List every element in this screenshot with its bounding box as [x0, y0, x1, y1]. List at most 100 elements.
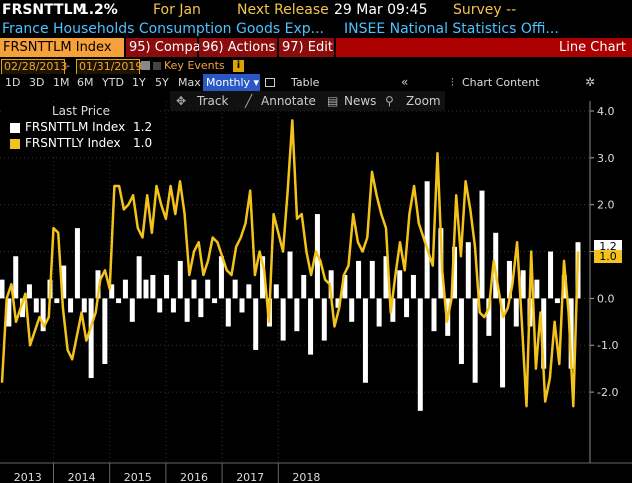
security-description: France Households Consumption Goods Exp.…: [2, 21, 324, 37]
bar: [54, 298, 60, 304]
bar: [308, 298, 314, 355]
range-1d[interactable]: 1D: [5, 76, 21, 89]
bar: [68, 298, 74, 313]
chart-content-button[interactable]: Chart Content: [462, 76, 540, 89]
bar: [81, 298, 87, 313]
range-1m[interactable]: 1M: [53, 76, 70, 89]
bar: [287, 251, 293, 299]
range-5y[interactable]: 5Y: [155, 76, 169, 89]
bar: [225, 298, 231, 327]
bar: [431, 298, 437, 332]
chart-canvas[interactable]: 4.0 3.0 2.0 1.0 0.0 -1.0 -2.0 2013 2014 2015 2016…: [0, 91, 632, 483]
bar: [74, 228, 80, 299]
x-tick-label: 2015: [124, 471, 152, 483]
next-release-label: Next Release: [237, 2, 329, 18]
actions-button[interactable]: 96) Actions ▾: [199, 38, 286, 57]
calendar-icon[interactable]: [141, 61, 150, 70]
collapse-left-icon[interactable]: «: [401, 75, 409, 89]
bar: [0, 279, 5, 299]
bar: [239, 298, 245, 313]
line-series: [0, 119, 580, 408]
bar: [369, 260, 375, 299]
survey: Survey --: [453, 2, 517, 18]
settings-icon[interactable]: ✲: [585, 75, 596, 89]
bar: [191, 279, 197, 299]
last-value-tag-line: 1.0: [594, 250, 622, 263]
edit-button[interactable]: 97) Edit ▾: [279, 38, 344, 57]
bar: [33, 298, 39, 313]
command-bar: FRSNTTLM Index 95) Compare 96) Actions ▾…: [0, 38, 632, 57]
bar: [232, 279, 238, 299]
bar: [177, 260, 183, 299]
bar: [301, 274, 307, 299]
description-row: France Households Consumption Goods Exp.…: [0, 20, 632, 38]
bar: [321, 298, 327, 341]
bar: [26, 284, 32, 299]
bar: [109, 284, 115, 299]
bar: [102, 298, 108, 364]
chart-toolbar: ✥ Track ╱ Annotate ▤ News ⚲ Zoom: [170, 91, 445, 111]
bar: [513, 298, 519, 327]
key-events-checkbox[interactable]: [153, 62, 161, 70]
bar: [61, 265, 67, 299]
date-separator: -: [66, 59, 70, 72]
y-tick-label: 4.0: [597, 105, 615, 118]
range-bar: 1D 3D 1M 6M YTD 1Y 5Y Max Monthly ▾ Tabl…: [0, 74, 632, 91]
bar: [20, 298, 26, 318]
frequency-dropdown[interactable]: Monthly ▾: [203, 74, 260, 91]
zoom-icon[interactable]: ⚲: [385, 94, 394, 108]
legend-value-bars: 1.2: [133, 120, 153, 134]
bar: [472, 298, 478, 383]
bar: [458, 298, 464, 364]
compare-label: 95) Compare: [129, 40, 214, 55]
bar: [383, 256, 389, 299]
news-button[interactable]: News: [344, 94, 377, 108]
data-source: INSEE National Statistics Offi...: [344, 21, 559, 37]
bar: [500, 298, 506, 388]
bar: [568, 298, 574, 369]
legend-swatch-bars: [10, 123, 20, 133]
view-type-button[interactable]: Line Chart: [336, 38, 632, 57]
bar: [548, 251, 554, 299]
track-button[interactable]: Track: [197, 94, 229, 108]
range-3d[interactable]: 3D: [29, 76, 45, 89]
start-date-field[interactable]: 02/28/2013: [1, 59, 67, 75]
bar: [404, 298, 410, 318]
bar: [410, 274, 416, 299]
bar: [170, 298, 176, 313]
annotate-icon[interactable]: ╱: [245, 94, 253, 108]
legend-swatch-line: [10, 139, 20, 149]
bar: [280, 298, 286, 341]
bar: [157, 298, 163, 313]
bar: [129, 298, 135, 322]
range-1y[interactable]: 1Y: [132, 76, 146, 89]
zoom-button[interactable]: Zoom: [406, 94, 441, 108]
bar: [260, 256, 266, 299]
ticker: FRSNTTLM: [2, 2, 87, 18]
x-tick-label: 2017: [236, 471, 264, 483]
bar: [294, 298, 300, 332]
table-icon[interactable]: [265, 78, 275, 87]
bar: [143, 279, 149, 299]
end-date-field[interactable]: 01/31/2019: [76, 59, 142, 75]
annotate-button[interactable]: Annotate: [261, 94, 316, 108]
bar: [452, 246, 458, 299]
bar: [390, 298, 396, 322]
y-tick-label: 0.0: [597, 292, 615, 305]
compare-button[interactable]: 95) Compare: [126, 38, 214, 57]
bar: [376, 298, 382, 327]
bar: [479, 190, 485, 299]
chart-icon: ⫶: [451, 76, 454, 89]
range-6m[interactable]: 6M: [77, 76, 94, 89]
bar: [273, 284, 279, 299]
info-icon[interactable]: i: [233, 60, 244, 72]
table-button[interactable]: Table: [291, 76, 320, 89]
security-field[interactable]: FRSNTTLM Index: [0, 38, 124, 57]
news-icon[interactable]: ▤: [327, 94, 339, 108]
track-icon[interactable]: ✥: [176, 94, 187, 108]
bar: [184, 298, 190, 322]
range-max[interactable]: Max: [178, 76, 201, 89]
y-tick-label: -1.0: [597, 339, 618, 352]
range-ytd[interactable]: YTD: [102, 76, 124, 89]
x-tick-label: 2018: [292, 471, 320, 483]
